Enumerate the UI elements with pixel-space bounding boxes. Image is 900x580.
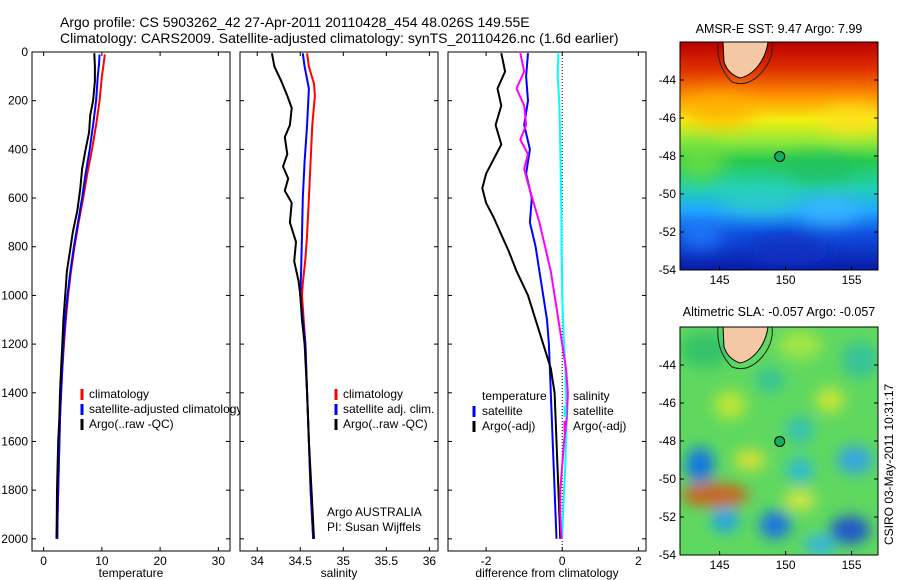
x-tick-label: 34 xyxy=(251,554,265,568)
map-y-tick-label: -46 xyxy=(659,396,677,410)
y-tick-label: 200 xyxy=(8,94,28,108)
x-tick-label: 0 xyxy=(559,554,566,568)
legend-label: satellite adj. clim. xyxy=(343,402,434,416)
sla-map-panel: Altimetric SLA: -0.057 Argo: -0.057 xyxy=(659,305,879,572)
legend-group-title: temperature xyxy=(482,389,547,403)
difference-panel: -2 0 2 difference from climatology temperatu… xyxy=(447,51,647,580)
y-tick-label: 1800 xyxy=(1,483,28,497)
annotation-text: PI: Susan Wijffels xyxy=(327,520,421,534)
title-line-2: Climatology: CARS2009. Satellite-adjuste… xyxy=(60,30,618,46)
x-tick-label: -2 xyxy=(481,554,492,568)
legend-label: climatology xyxy=(343,387,403,401)
y-tick-label: 600 xyxy=(8,191,28,205)
series-line-argo-raw-qc- xyxy=(55,53,96,539)
legend-label: satellite xyxy=(573,404,614,418)
y-tick-label: 2000 xyxy=(1,532,28,546)
series-line-argo-raw-qc- xyxy=(270,53,315,539)
legend-label: Argo(-adj) xyxy=(573,419,626,433)
legend-label: Argo(..raw -QC) xyxy=(343,417,428,431)
x-tick-label: 30 xyxy=(212,554,226,568)
x-tick-label: 35.5 xyxy=(375,554,399,568)
sla-map-ticks: -44 -46 -48 -50 -52 -54 145 150 155 xyxy=(659,358,878,572)
legend-label: satellite-adjusted climatology xyxy=(89,402,242,416)
legend-label: Argo(-adj) xyxy=(482,419,535,433)
sst-map-field xyxy=(680,42,878,270)
temperature-x-axis-label: temperature xyxy=(99,566,164,580)
map-y-tick-label: -44 xyxy=(659,73,677,87)
sst-float-marker xyxy=(774,151,786,162)
difference-axes-frame xyxy=(447,51,647,552)
x-tick-label: 35 xyxy=(337,554,351,568)
map-x-tick-label: 155 xyxy=(842,273,862,287)
y-tick-label: 800 xyxy=(8,240,28,254)
x-tick-label: 2 xyxy=(635,554,642,568)
legend-group-title: salinity xyxy=(573,389,610,403)
temperature-axes-frame xyxy=(31,51,231,552)
map-y-tick-label: -54 xyxy=(659,548,677,562)
title-line-1: Argo profile: CS 5903262_42 27-Apr-2011 … xyxy=(60,14,530,30)
y-tick-label: 0 xyxy=(21,45,28,59)
map-y-tick-label: -48 xyxy=(659,149,677,163)
y-tick-label: 400 xyxy=(8,142,28,156)
y-tick-label: 1400 xyxy=(1,386,28,400)
y-tick-label: 1000 xyxy=(1,288,28,302)
series-line-salinity-argo-adj- xyxy=(515,52,569,539)
legend-label: satellite xyxy=(482,404,523,418)
map-y-tick-label: -48 xyxy=(659,434,677,448)
sst-map-ticks: -44 -46 -48 -50 -52 -54 145 150 155 xyxy=(659,73,878,287)
series-line-salinity-satellite xyxy=(556,53,568,539)
temperature-panel: 0 200 400 600 800 1000 1200 1400 1600 1800 2000 0 10… xyxy=(1,45,242,580)
sst-map-panel: AMSR-E SST: 9.47 Argo: 7.99 -44 -46 -48 -50… xyxy=(659,22,879,287)
legend-label: climatology xyxy=(89,387,149,401)
map-x-tick-label: 145 xyxy=(710,558,730,572)
sla-float-marker xyxy=(774,436,786,447)
salinity-x-axis-label: salinity xyxy=(321,566,358,580)
map-x-tick-label: 150 xyxy=(776,273,796,287)
x-tick-label: 10 xyxy=(95,554,109,568)
legend-label: Argo(..raw -QC) xyxy=(89,417,174,431)
map-y-tick-label: -50 xyxy=(659,187,677,201)
x-tick-label: 34.5 xyxy=(289,554,313,568)
salinity-axes-frame xyxy=(239,51,439,552)
map-x-tick-label: 155 xyxy=(842,558,862,572)
salinity-panel: 34 34.5 35 35.5 36 salinity climatologysatelli… xyxy=(239,51,439,580)
x-tick-label: 20 xyxy=(153,554,167,568)
x-tick-label: 0 xyxy=(40,554,47,568)
map-x-tick-label: 145 xyxy=(710,273,730,287)
annotation-text: Argo AUSTRALIA xyxy=(327,505,422,519)
y-tick-label: 1600 xyxy=(1,434,28,448)
map-y-tick-label: -50 xyxy=(659,472,677,486)
map-y-tick-label: -44 xyxy=(659,358,677,372)
series-line-satellite-adjusted-climatology xyxy=(56,54,101,539)
map-y-tick-label: -54 xyxy=(659,263,677,277)
difference-x-axis-label: difference from climatology xyxy=(475,566,618,580)
sst-map-title: AMSR-E SST: 9.47 Argo: 7.99 xyxy=(696,22,863,36)
map-y-tick-label: -52 xyxy=(659,510,677,524)
y-tick-label: 1200 xyxy=(1,337,28,351)
map-x-tick-label: 150 xyxy=(776,558,796,572)
sidebar-timestamp: CSIRO 03-May-2011 10:31:17 xyxy=(882,383,896,545)
x-tick-label: 36 xyxy=(423,554,437,568)
map-y-tick-label: -46 xyxy=(659,111,677,125)
series-line-temperature-argo-adj- xyxy=(481,52,562,539)
sla-map-title: Altimetric SLA: -0.057 Argo: -0.057 xyxy=(683,305,876,319)
map-y-tick-label: -52 xyxy=(659,225,677,239)
